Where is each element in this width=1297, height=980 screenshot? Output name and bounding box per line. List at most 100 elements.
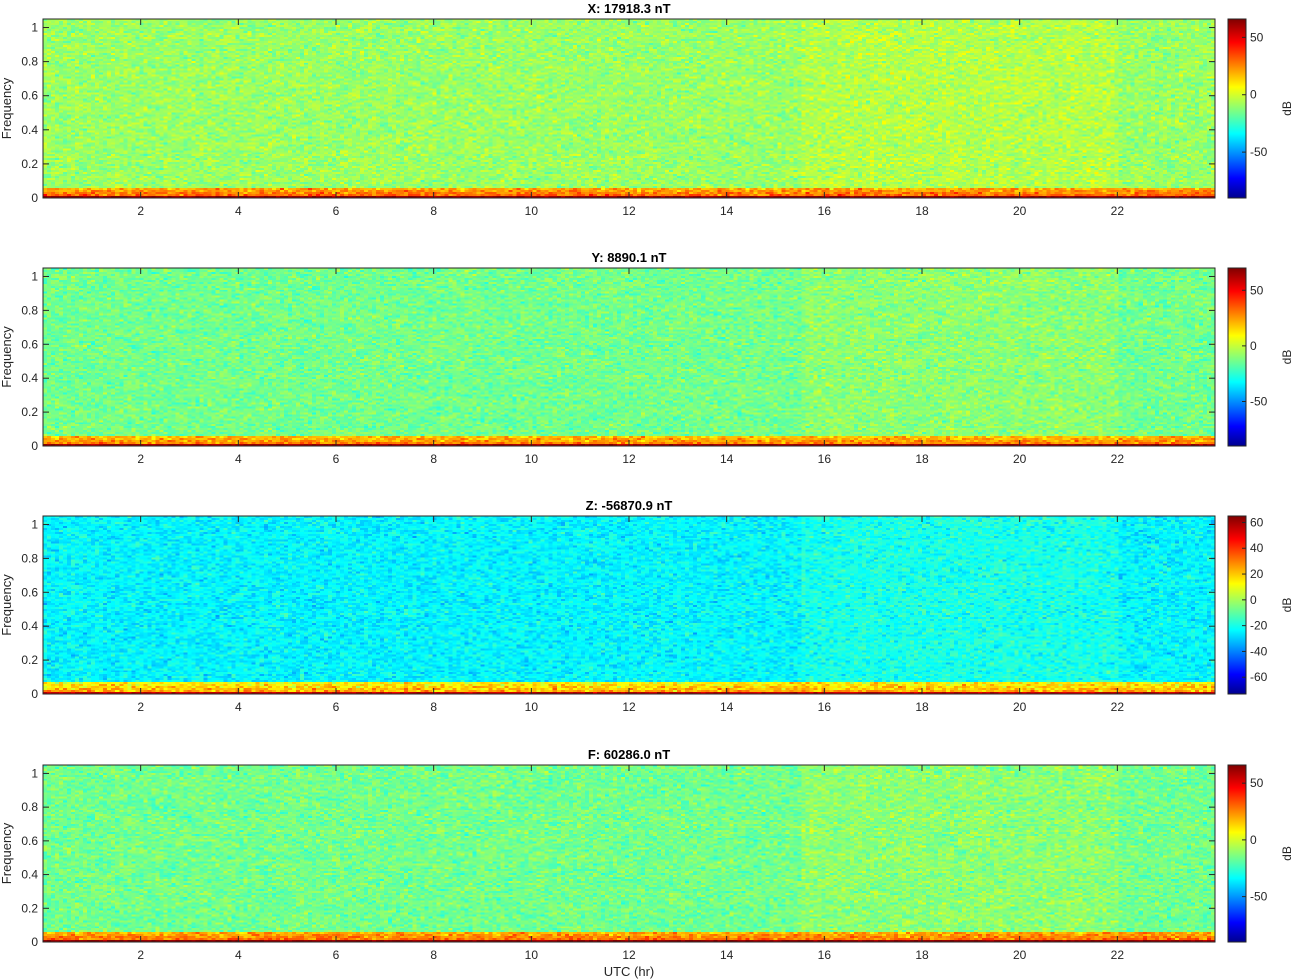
colorbar-tick-label: 0: [1250, 88, 1257, 102]
x-tick-label: 4: [235, 204, 242, 218]
x-tick-label: 2: [137, 452, 144, 466]
y-tick-label: 0.4: [21, 371, 38, 385]
x-tick-label: 12: [622, 452, 636, 466]
colorbar: [1227, 267, 1247, 447]
y-tick-label: 0.8: [21, 800, 38, 814]
x-tick-label: 22: [1111, 700, 1125, 714]
colorbar: [1227, 764, 1247, 943]
colorbar-tick-label: -50: [1250, 395, 1268, 409]
x-tick-label: 22: [1111, 204, 1125, 218]
x-tick-label: 22: [1111, 948, 1125, 962]
colorbar-tick-label: -50: [1250, 890, 1268, 904]
x-tick-label: 14: [720, 204, 734, 218]
colorbar-label: dB: [1280, 846, 1294, 861]
y-tick-label: 0: [31, 935, 38, 949]
y-tick-label: 1: [31, 21, 38, 35]
colorbar: [1227, 18, 1247, 199]
colorbar-label: dB: [1280, 350, 1294, 365]
y-tick-label: 0.2: [21, 157, 38, 171]
spectrogram-heatmap: [43, 516, 1215, 694]
panel-title: F: 60286.0 nT: [588, 747, 670, 762]
x-tick-label: 14: [720, 700, 734, 714]
panel-title: Z: -56870.9 nT: [586, 498, 673, 513]
y-tick-label: 0.8: [21, 551, 38, 565]
panel-0: X: 17918.3 nT2 4 6 8 10 12 14 16 18 20 2200.20.40.…: [0, 1, 1294, 218]
x-tick-label: 10: [525, 700, 539, 714]
x-tick-label: 10: [525, 948, 539, 962]
x-tick-label: 8: [430, 452, 437, 466]
x-tick-label: 10: [525, 452, 539, 466]
colorbar-tick-label: -20: [1250, 619, 1268, 633]
x-tick-label: 16: [818, 452, 832, 466]
x-tick-label: 6: [333, 452, 340, 466]
y-axis-label: Frequency: [0, 822, 14, 884]
x-tick-label: 4: [235, 948, 242, 962]
x-tick-label: 6: [333, 700, 340, 714]
x-tick-label: 16: [818, 204, 832, 218]
x-tick-label: 2: [137, 204, 144, 218]
y-axis-label: Frequency: [0, 77, 14, 139]
x-tick-label: 16: [818, 700, 832, 714]
colorbar-tick-label: 0: [1250, 339, 1257, 353]
colorbar-tick-label: -50: [1250, 145, 1268, 159]
y-tick-label: 0.2: [21, 405, 38, 419]
colorbar-tick-label: 0: [1250, 833, 1257, 847]
y-tick-label: 0.8: [21, 55, 38, 69]
y-tick-label: 0.6: [21, 337, 38, 351]
y-tick-label: 1: [31, 766, 38, 780]
colorbar-tick-label: 50: [1250, 30, 1264, 44]
x-tick-label: 10: [525, 204, 539, 218]
colorbar-tick-label: 60: [1250, 515, 1264, 529]
x-tick-label: 12: [622, 204, 636, 218]
y-tick-label: 0.6: [21, 89, 38, 103]
panel-3: F: 60286.0 nT2 4 6 8 10 12 14 16 18 20 2200.20.40.…: [0, 747, 1294, 979]
x-tick-label: 14: [720, 452, 734, 466]
y-tick-label: 1: [31, 269, 38, 283]
colorbar-label: dB: [1280, 101, 1294, 116]
colorbar-tick-label: 50: [1250, 776, 1264, 790]
y-tick-label: 0.4: [21, 868, 38, 882]
y-axis-label: Frequency: [0, 574, 14, 636]
y-tick-label: 0: [31, 687, 38, 701]
x-tick-label: 18: [915, 452, 929, 466]
y-tick-label: 0.2: [21, 653, 38, 667]
x-tick-label: 18: [915, 948, 929, 962]
x-tick-label: 8: [430, 204, 437, 218]
x-tick-label: 16: [818, 948, 832, 962]
y-tick-label: 1: [31, 517, 38, 531]
x-tick-label: 20: [1013, 204, 1027, 218]
x-tick-label: 2: [137, 700, 144, 714]
panel-title: Y: 8890.1 nT: [592, 250, 667, 265]
y-tick-label: 0.8: [21, 303, 38, 317]
x-tick-label: 20: [1013, 948, 1027, 962]
x-tick-label: 4: [235, 700, 242, 714]
x-tick-label: 2: [137, 948, 144, 962]
y-tick-label: 0.4: [21, 123, 38, 137]
spectrogram-heatmap: [43, 765, 1215, 942]
x-tick-label: 8: [430, 948, 437, 962]
x-tick-label: 18: [915, 204, 929, 218]
x-tick-label: 8: [430, 700, 437, 714]
y-tick-label: 0: [31, 191, 38, 205]
x-tick-label: 6: [333, 204, 340, 218]
colorbar-tick-label: 0: [1250, 593, 1257, 607]
x-tick-label: 4: [235, 452, 242, 466]
x-tick-label: 20: [1013, 700, 1027, 714]
y-tick-label: 0.6: [21, 834, 38, 848]
x-tick-label: 22: [1111, 452, 1125, 466]
x-tick-label: 18: [915, 700, 929, 714]
colorbar-tick-label: 40: [1250, 541, 1264, 555]
x-axis-label: UTC (hr): [604, 964, 655, 979]
panel-title: X: 17918.3 nT: [587, 1, 670, 16]
x-tick-label: 12: [622, 948, 636, 962]
colorbar-label: dB: [1280, 598, 1294, 613]
colorbar: [1227, 515, 1247, 695]
y-tick-label: 0.2: [21, 901, 38, 915]
y-tick-label: 0.6: [21, 585, 38, 599]
colorbar-tick-label: 20: [1250, 567, 1264, 581]
spectrogram-heatmap: [43, 19, 1215, 198]
spectrogram-heatmap: [43, 268, 1215, 446]
panel-1: Y: 8890.1 nT 2 4 6 8 10 12 14 16 18 20 22 0 0.2 0.4 0.6…: [0, 250, 1294, 466]
x-tick-label: 20: [1013, 452, 1027, 466]
